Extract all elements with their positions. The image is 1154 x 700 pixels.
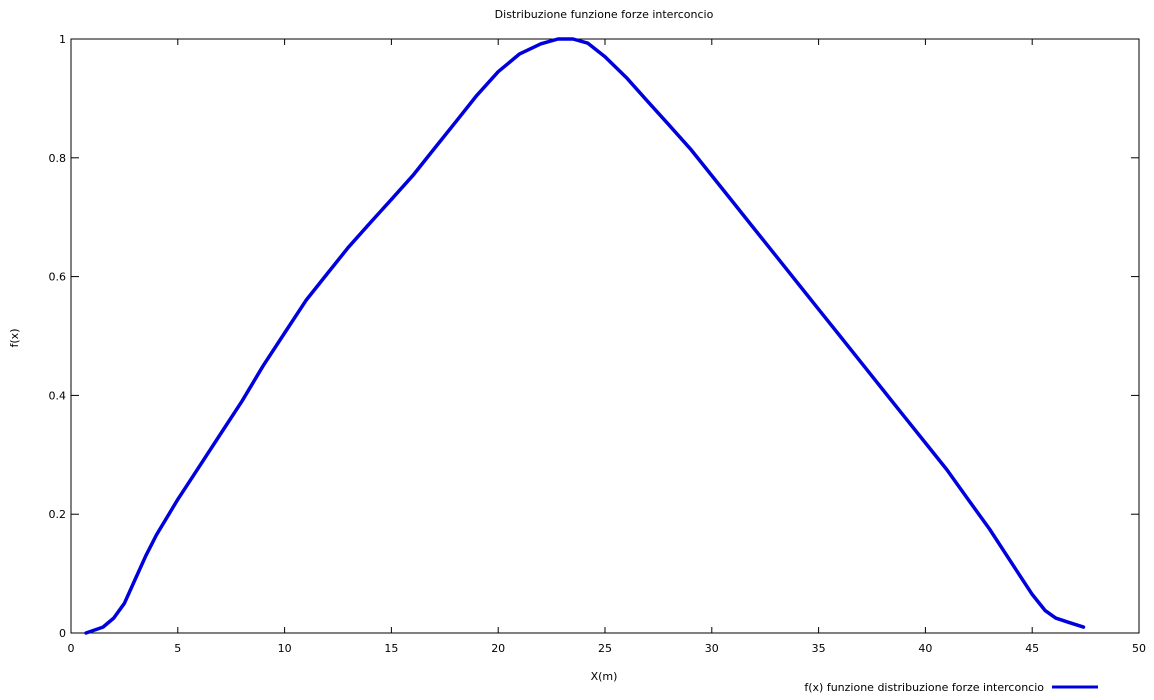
legend-label: f(x) funzione distribuzione forze interc… <box>804 681 1044 694</box>
y-tick-label: 0 <box>59 627 66 640</box>
y-tick-label: 0.8 <box>49 152 67 165</box>
y-tick-label: 0.4 <box>49 389 67 402</box>
x-tick-label: 50 <box>1132 642 1146 655</box>
chart-title: Distribuzione funzione forze interconcio <box>495 8 714 21</box>
x-tick-label: 45 <box>1025 642 1039 655</box>
plot-border <box>70 38 1140 634</box>
y-axis-label: f(x) <box>8 329 21 348</box>
x-tick-label: 40 <box>918 642 932 655</box>
x-tick-label: 25 <box>598 642 612 655</box>
x-tick-label: 10 <box>278 642 292 655</box>
y-tick-label: 0.2 <box>49 508 67 521</box>
y-tick-label: 0.6 <box>49 271 67 284</box>
x-tick-label: 20 <box>491 642 505 655</box>
series-layer <box>84 37 1086 635</box>
series-line <box>84 37 1086 635</box>
y-tick-label: 1 <box>59 33 66 46</box>
x-axis-ticks: 0 5 10 15 20 25 30 35 40 45 50 <box>68 39 1146 655</box>
x-tick-label: 30 <box>705 642 719 655</box>
x-tick-label: 5 <box>174 642 181 655</box>
x-axis-label: X(m) <box>591 670 618 683</box>
y-axis-ticks: 0 0.2 0.4 0.6 0.8 1 <box>49 33 1139 640</box>
x-tick-label: 35 <box>812 642 826 655</box>
x-tick-label: 0 <box>68 642 75 655</box>
plot-frame <box>70 38 1140 634</box>
legend: f(x) funzione distribuzione forze interc… <box>804 681 1098 694</box>
x-tick-label: 15 <box>384 642 398 655</box>
